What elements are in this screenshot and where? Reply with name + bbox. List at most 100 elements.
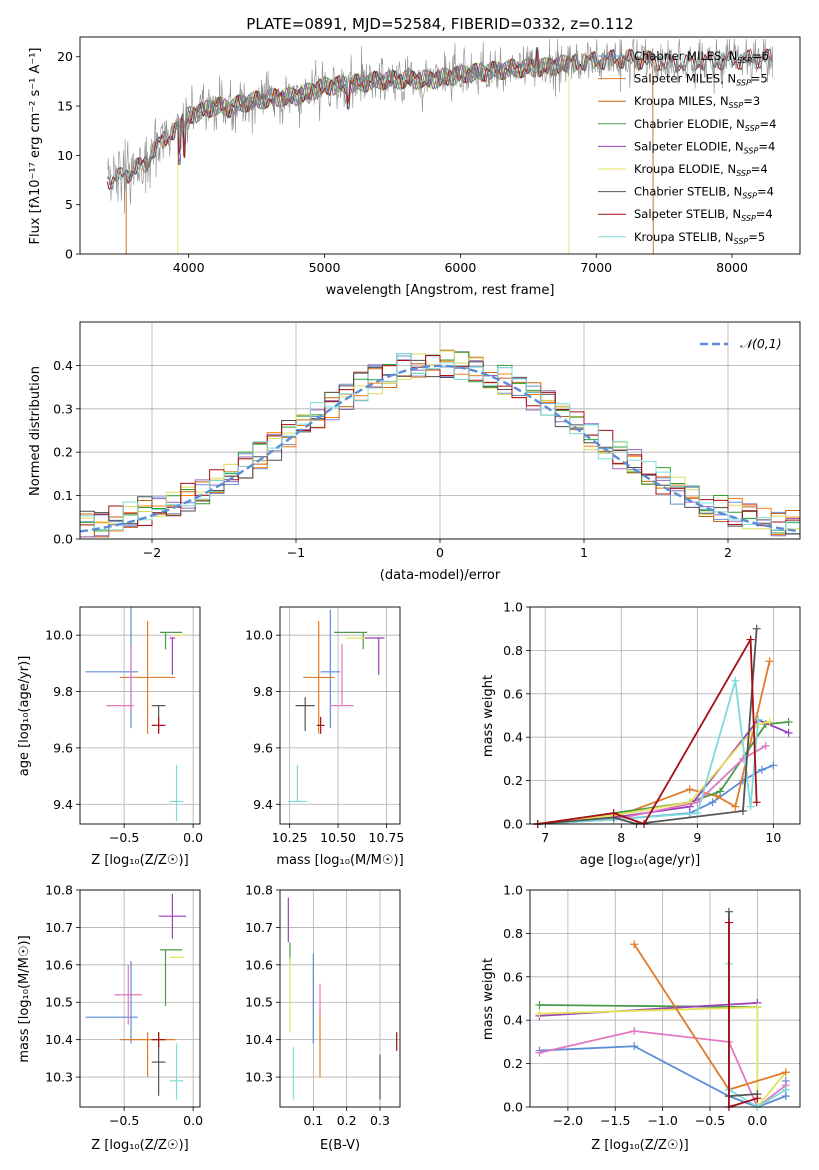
legend-value: =4 <box>758 139 775 153</box>
weight-marker <box>630 1027 639 1036</box>
weight-marker <box>765 657 774 666</box>
massZ-ylabel: mass [log₁₀(M/M☉)] <box>17 935 32 1062</box>
weight-marker <box>769 761 778 770</box>
x-tick-label: 10 <box>765 830 781 845</box>
legend-value: =4 <box>757 185 774 199</box>
legend-label: Salpeter ELODIE, NSSP=4 <box>634 139 775 155</box>
x-tick-label: 6000 <box>444 260 476 275</box>
y-tick-label: 0.0 <box>53 532 73 547</box>
x-tick-label: 0 <box>436 545 444 560</box>
legend-value: =3 <box>743 94 760 108</box>
legend-subscript: SSP <box>744 146 759 155</box>
y-tick-label: 0.6 <box>503 686 523 701</box>
mwZ-ylabel: mass weight <box>481 958 496 1040</box>
legend-label: Salpeter MILES, NSSP=5 <box>634 72 768 88</box>
weight-marker <box>761 741 770 750</box>
weight-marker <box>724 918 733 927</box>
legend-label: Salpeter STELIB, NSSP=4 <box>634 207 773 223</box>
weight-line <box>539 1004 758 1009</box>
x-tick-label: −1.0 <box>647 1113 677 1128</box>
x-tick-label: 0.0 <box>747 1113 767 1128</box>
y-tick-label: 10.4 <box>45 1032 73 1047</box>
mass-vs-ebv-panel: 0.1 0.2 0.3 10.3 10.4 10.5 10.6 10.7 10.8 <box>245 883 401 1128</box>
y-tick-label: 10.4 <box>245 1032 273 1047</box>
weight-marker <box>716 787 725 796</box>
y-tick-label: 20 <box>57 49 73 64</box>
weight-marker <box>784 718 793 727</box>
residual-panel: −2 −1 0 1 2 0.0 0.1 0.2 0.3 0.4 𝒩(0,1) <box>53 321 801 560</box>
y-tick-label: 9.8 <box>253 684 273 699</box>
y-tick-label: 10.8 <box>45 883 73 898</box>
x-tick-label: −0.5 <box>109 1113 139 1128</box>
x-tick-label: 2 <box>724 545 732 560</box>
massweight-vs-Z-panel: −2.0 −1.5 −1.0 −0.5 0.0 0.0 0.2 0.4 0.6 0.8 1.0 <box>503 883 801 1128</box>
y-tick-label: 10.5 <box>245 995 273 1010</box>
weight-marker <box>781 1085 790 1094</box>
normal-curve <box>79 364 801 533</box>
weight-marker <box>724 907 733 916</box>
legend-value: =4 <box>756 207 773 221</box>
y-tick-label: 0.3 <box>53 401 73 416</box>
x-tick-label: 0.1 <box>303 1113 323 1128</box>
y-tick-label: 10.6 <box>45 957 73 972</box>
x-tick-label: 10.25 <box>272 830 308 845</box>
x-tick-label: −2.0 <box>553 1113 583 1128</box>
weight-marker <box>746 802 755 811</box>
x-tick-label: 1 <box>580 545 588 560</box>
weight-marker <box>535 1001 544 1010</box>
weight-marker <box>609 809 618 818</box>
y-tick-label: 0.2 <box>503 1056 523 1071</box>
mass-vs-Z-panel: −0.5 0.0 10.3 10.4 10.5 10.6 10.7 10.8 <box>45 883 203 1129</box>
axes-frame <box>529 606 801 825</box>
weight-line <box>537 680 760 825</box>
y-tick-label: 0.4 <box>53 358 73 373</box>
y-tick-label: 1.0 <box>503 883 523 898</box>
legend-subscript: SSP <box>736 79 751 88</box>
weight-marker <box>535 1009 544 1018</box>
legend-value: =4 <box>760 117 777 131</box>
legend-subscript: SSP <box>734 237 749 246</box>
weight-marker <box>753 1003 762 1012</box>
weight-marker <box>781 1068 790 1077</box>
age-vs-mass-panel: 10.25 10.50 10.75 9.4 9.6 9.8 10.0 <box>245 606 405 845</box>
weight-line <box>539 1006 787 1110</box>
y-tick-label: 0.8 <box>503 643 523 658</box>
weight-marker <box>765 718 774 727</box>
legend-subscript: SSP <box>742 192 757 201</box>
y-tick-label: 15 <box>57 99 73 114</box>
x-tick-label: 8000 <box>716 260 748 275</box>
mwZ-xlabel: Z [log₁₀(Z/Z☉)] <box>591 1138 688 1153</box>
x-tick-label: −0.5 <box>109 830 139 845</box>
x-tick-label: −1 <box>287 545 305 560</box>
y-tick-label: 10.0 <box>245 628 273 643</box>
legend-value: =5 <box>751 72 768 86</box>
x-tick-label: 10.75 <box>369 830 405 845</box>
massZ-xlabel: Z [log₁₀(Z/Z☉)] <box>91 1138 188 1153</box>
weight-marker <box>685 798 694 807</box>
x-tick-label: 0.3 <box>370 1113 390 1128</box>
y-tick-label: 0.8 <box>503 926 523 941</box>
weight-marker <box>630 940 639 949</box>
legend-label: Kroupa MILES, NSSP=3 <box>634 94 760 110</box>
y-tick-label: 10.3 <box>245 1070 273 1085</box>
weight-marker <box>784 728 793 737</box>
weight-marker <box>754 715 763 724</box>
x-tick-label: 5000 <box>309 260 341 275</box>
histogram-series <box>79 354 800 539</box>
y-tick-label: 0.0 <box>503 1100 523 1115</box>
residual-ylabel: Normed distribution <box>28 366 43 496</box>
weight-marker <box>746 635 755 644</box>
weight-line <box>537 636 758 826</box>
y-tick-label: 0.6 <box>503 969 523 984</box>
weight-marker <box>630 1042 639 1051</box>
y-tick-label: 9.4 <box>253 797 273 812</box>
weight-marker <box>535 1048 544 1057</box>
legend-label: 𝒩(0,1) <box>740 336 782 351</box>
legend-subscript: SSP <box>741 214 756 223</box>
mwAge-ylabel: mass weight <box>481 675 496 757</box>
weight-marker <box>752 624 761 633</box>
axes-frame <box>279 606 401 825</box>
axes-frame <box>79 36 801 255</box>
weight-marker <box>685 785 694 794</box>
